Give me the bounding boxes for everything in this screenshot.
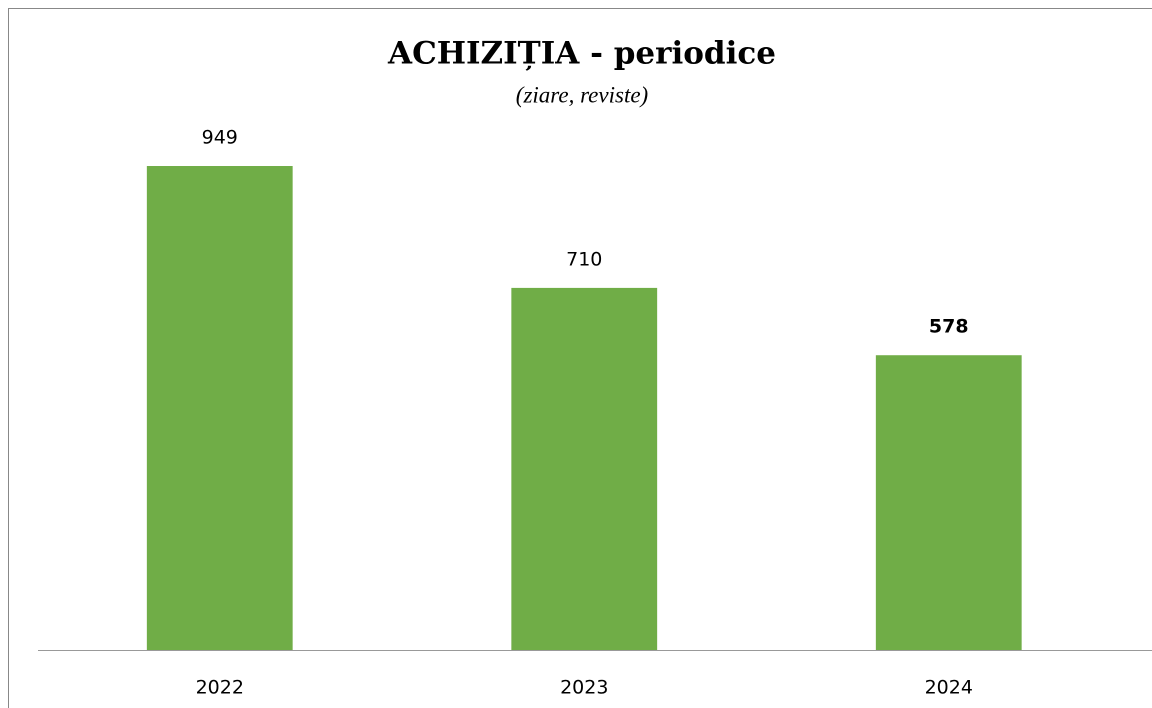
bar (146, 166, 293, 650)
chart-subtitle: (ziare, reviste) (516, 82, 648, 107)
chart-title: ACHIZIȚIA - periodice (387, 36, 776, 72)
data-label: 578 (929, 316, 969, 338)
x-tick-label: 2023 (560, 677, 608, 699)
bar (511, 287, 658, 650)
x-tick-label: 2022 (196, 677, 244, 699)
data-label: 710 (566, 248, 602, 270)
x-tick-label: 2024 (925, 677, 973, 699)
data-label: 949 (202, 127, 238, 149)
bar (875, 355, 1022, 650)
